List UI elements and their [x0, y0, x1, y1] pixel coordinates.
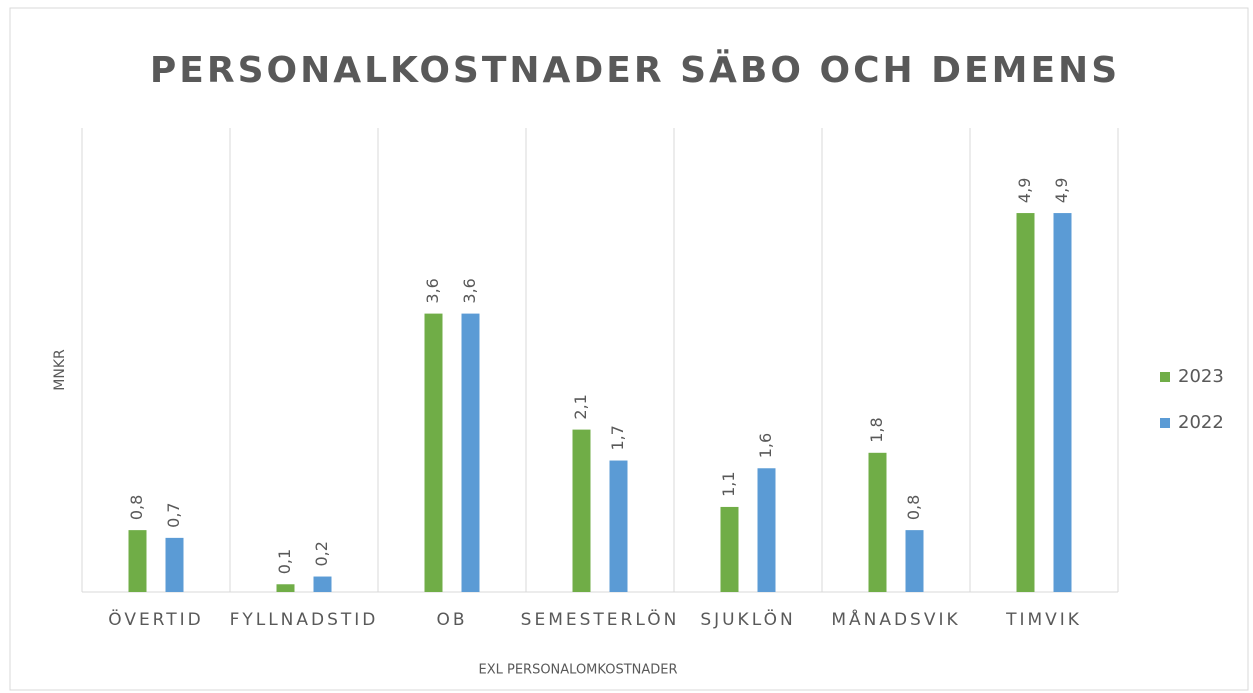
chart-title: PERSONALKOSTNADER SÄBO OCH DEMENS — [150, 49, 1120, 91]
bar — [461, 313, 480, 592]
bar — [424, 313, 443, 592]
chart-frame — [9, 7, 1249, 691]
value-label: 1,1 — [719, 471, 738, 496]
value-label: 1,8 — [867, 417, 886, 442]
value-label: 4,9 — [1052, 178, 1071, 203]
bar — [572, 429, 591, 592]
legend-label: 2023 — [1178, 366, 1224, 387]
x-tick-label: FYLLNADSTID — [230, 610, 379, 630]
x-tick-label: SEMESTERLÖN — [521, 608, 680, 630]
value-label: 3,6 — [423, 278, 442, 303]
value-label: 1,6 — [756, 433, 775, 458]
bar — [609, 460, 628, 592]
bar — [905, 530, 924, 592]
value-label: 0,8 — [904, 495, 923, 520]
x-tick-label: OB — [436, 610, 467, 630]
value-label: 4,9 — [1015, 178, 1034, 203]
y-axis-label: MNKR — [52, 349, 68, 391]
x-tick-label: SJUKLÖN — [700, 608, 795, 630]
value-label: 2,1 — [571, 394, 590, 419]
value-label: 0,7 — [164, 502, 183, 527]
legend-label: 2022 — [1178, 412, 1224, 433]
x-tick-label: MÅNADSVIK — [831, 608, 960, 630]
value-label: 0,8 — [127, 495, 146, 520]
bar — [757, 468, 776, 592]
bar — [128, 530, 147, 592]
bar — [720, 506, 739, 592]
bar — [1053, 213, 1072, 593]
x-tick-label: TIMVIK — [1005, 610, 1082, 630]
legend-swatch — [1160, 418, 1170, 428]
bar — [313, 576, 332, 592]
value-label: 3,6 — [460, 278, 479, 303]
legend-swatch — [1160, 372, 1170, 382]
value-label: 0,1 — [275, 549, 294, 574]
value-label: 0,2 — [312, 541, 331, 566]
x-axis-label: EXL PERSONALOMKOSTNADER — [478, 663, 677, 678]
bar — [276, 584, 295, 592]
value-label: 1,7 — [608, 425, 627, 450]
x-tick-label: ÖVERTID — [108, 608, 204, 630]
bar — [1016, 213, 1035, 593]
bar — [868, 452, 887, 592]
bar — [165, 537, 184, 592]
